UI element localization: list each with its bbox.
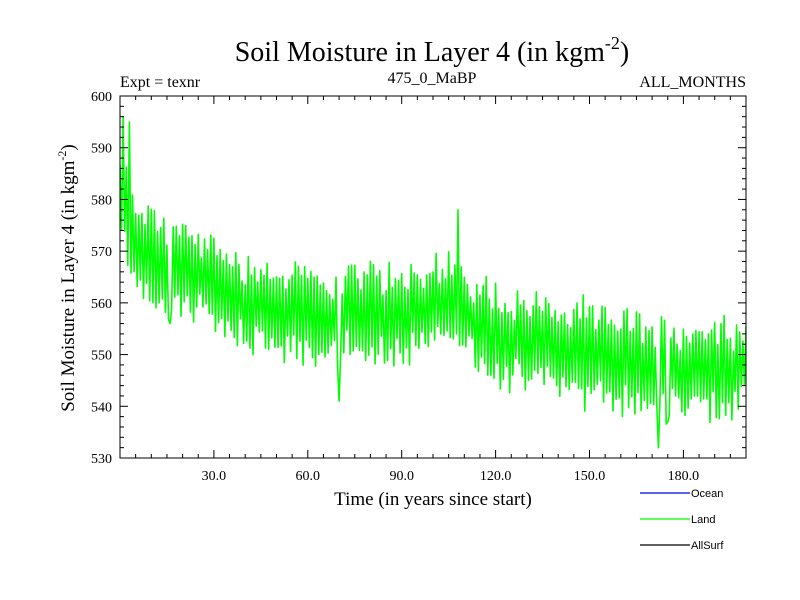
plot-series-group [120, 115, 746, 449]
subtitle-months: ALL_MONTHS [639, 74, 746, 91]
y-axis-label: Soil Moisture in Layer 4 (in kgm-2) [55, 144, 79, 412]
y-axis: 530 540 550 560 570 580 590 600 [91, 90, 746, 467]
x-tick-label: 150.0 [574, 469, 606, 484]
legend-ocean-label: Ocean [691, 488, 723, 500]
legend: Ocean Land AllSurf [640, 488, 724, 552]
y-tick-label: 560 [91, 297, 112, 312]
x-axis: 30.0 60.0 90.0 120.0 150.0 180.0 [135, 96, 731, 484]
y-tick-label: 590 [91, 142, 112, 157]
chart-title: Soil Moisture in Layer 4 (in kgm-2) [235, 33, 630, 68]
x-axis-label: Time (in years since start) [334, 489, 532, 510]
x-tick-label: 180.0 [668, 469, 700, 484]
chart-title-close: ) [620, 37, 629, 68]
y-tick-label: 570 [91, 245, 112, 260]
y-tick-label: 540 [91, 400, 112, 415]
subtitle-expt: Expt = texnr [120, 74, 201, 91]
y-tick-label: 600 [91, 90, 112, 105]
legend-land-label: Land [691, 514, 715, 526]
legend-allsurf-label: AllSurf [691, 540, 724, 552]
y-axis-label-close: ) [58, 144, 79, 150]
subtitle-period: 475_0_MaBP [388, 70, 477, 87]
y-tick-label: 550 [91, 349, 112, 364]
x-tick-label: 90.0 [389, 469, 414, 484]
y-tick-label: 530 [91, 452, 112, 467]
x-tick-label: 30.0 [202, 469, 227, 484]
x-tick-label: 120.0 [480, 469, 512, 484]
x-tick-label: 60.0 [296, 469, 321, 484]
y-axis-label-superscript: -2 [55, 151, 69, 161]
chart-title-superscript: -2 [605, 33, 620, 53]
series-land-line [120, 115, 746, 449]
y-tick-label: 580 [91, 193, 112, 208]
